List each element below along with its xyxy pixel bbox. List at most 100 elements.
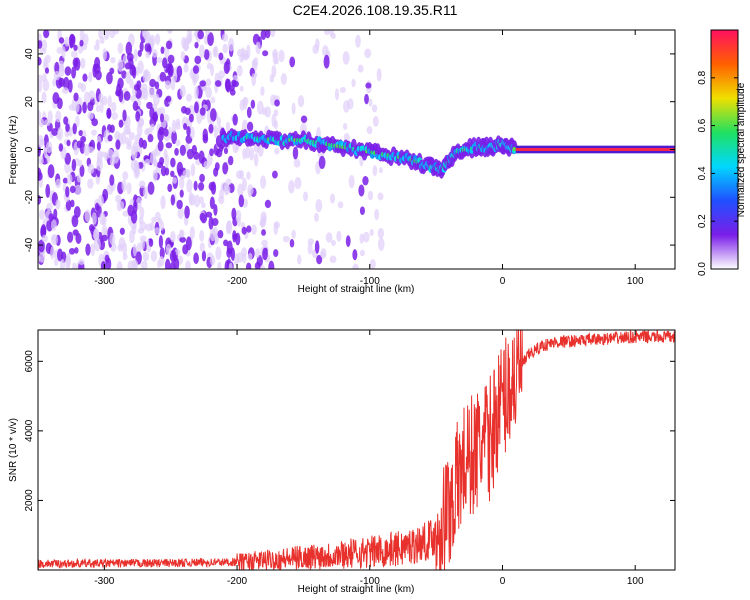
noise-speckle xyxy=(199,196,204,204)
noise-speckle xyxy=(129,64,136,76)
noise-speckle xyxy=(307,242,313,255)
noise-speckle xyxy=(135,111,141,122)
noise-speckle xyxy=(109,124,115,134)
noise-speckle xyxy=(79,30,85,42)
noise-speckle xyxy=(145,51,151,59)
noise-speckle xyxy=(364,48,372,59)
noise-speckle xyxy=(197,30,205,40)
noise-speckle xyxy=(112,149,120,164)
noise-speckle xyxy=(209,228,216,242)
noise-speckle xyxy=(38,156,44,165)
noise-speckle xyxy=(65,123,70,133)
noise-speckle xyxy=(149,221,155,231)
noise-speckle xyxy=(273,221,279,235)
noise-speckle xyxy=(199,242,205,252)
colorbar-ticks: 0.0 0.2 0.4 0.6 0.8 xyxy=(697,70,738,276)
noise-speckle xyxy=(170,170,175,178)
noise-speckle xyxy=(43,30,50,39)
noise-speckle xyxy=(72,262,77,269)
noise-speckle xyxy=(62,177,68,184)
noise-speckle xyxy=(55,110,62,123)
noise-speckle xyxy=(132,223,137,235)
noise-speckle xyxy=(181,36,187,49)
noise-speckle xyxy=(214,80,222,87)
noise-speckle xyxy=(251,73,257,87)
noise-speckle xyxy=(38,40,43,49)
noise-speckle xyxy=(100,261,107,269)
noise-speckle xyxy=(217,229,224,239)
noise-speckle xyxy=(148,238,154,247)
x-tick-label: -100 xyxy=(360,276,380,287)
noise-speckle xyxy=(46,219,53,232)
noise-speckle xyxy=(95,104,101,113)
noise-speckle xyxy=(40,224,47,238)
noise-speckle xyxy=(121,70,127,79)
noise-speckle xyxy=(125,71,132,84)
noise-speckle xyxy=(127,260,135,269)
noise-speckle xyxy=(163,148,168,159)
noise-speckle xyxy=(38,239,45,253)
noise-speckle xyxy=(63,116,69,125)
noise-speckle xyxy=(109,174,115,186)
noise-speckle xyxy=(143,30,148,40)
noise-speckle xyxy=(274,99,280,107)
noise-speckle xyxy=(205,78,212,87)
noise-speckle xyxy=(231,207,237,220)
noise-speckle xyxy=(104,254,110,263)
noise-speckle xyxy=(199,230,205,242)
noise-speckle xyxy=(314,240,320,254)
noise-speckle xyxy=(221,33,229,42)
noise-speckle xyxy=(126,182,132,195)
noise-speckle xyxy=(164,258,171,269)
noise-speckle xyxy=(223,61,230,74)
noise-speckle xyxy=(198,150,205,164)
noise-speckle xyxy=(352,249,358,261)
noise-speckle xyxy=(371,104,378,113)
noise-speckle xyxy=(137,60,144,74)
noise-speckle xyxy=(71,98,77,112)
noise-speckle xyxy=(151,216,157,223)
noise-speckle xyxy=(207,32,214,47)
noise-speckle xyxy=(88,90,95,100)
noise-speckle xyxy=(95,69,102,81)
noise-speckle xyxy=(246,44,251,59)
noise-speckle xyxy=(249,147,255,161)
noise-speckle xyxy=(102,48,107,61)
noise-speckle xyxy=(139,41,144,52)
noise-speckle xyxy=(70,50,78,58)
noise-speckle xyxy=(55,178,62,189)
noise-speckle xyxy=(87,178,94,189)
noise-speckle xyxy=(359,249,365,257)
noise-speckle xyxy=(119,200,125,210)
y-tick-label: 6000 xyxy=(24,350,35,373)
noise-speckle xyxy=(363,231,370,243)
noise-speckle xyxy=(318,155,326,170)
noise-speckle xyxy=(291,102,296,115)
noise-speckle xyxy=(123,91,131,101)
noise-speckle xyxy=(179,85,186,98)
noise-speckle xyxy=(157,140,164,152)
noise-speckle xyxy=(139,235,147,242)
noise-speckle xyxy=(170,77,176,91)
noise-speckle xyxy=(236,252,244,263)
noise-speckle xyxy=(106,107,112,119)
noise-speckle xyxy=(264,199,272,209)
noise-speckle xyxy=(342,123,348,131)
noise-speckle xyxy=(101,224,108,238)
noise-speckle xyxy=(241,177,247,192)
noise-speckle xyxy=(303,191,309,202)
noise-speckle xyxy=(193,101,199,114)
noise-speckle xyxy=(320,251,326,258)
noise-speckle xyxy=(164,80,171,90)
noise-speckle xyxy=(107,95,112,108)
spectrogram-y-ticks: -40 -20 0 20 40 xyxy=(24,48,675,252)
noise-speckle xyxy=(270,30,276,38)
noise-speckle xyxy=(58,64,65,77)
noise-speckle xyxy=(159,106,166,117)
noise-speckle xyxy=(121,179,127,192)
noise-speckle xyxy=(46,202,53,212)
noise-speckle xyxy=(314,212,319,222)
noise-speckle xyxy=(199,80,207,87)
noise-speckle xyxy=(224,185,231,195)
